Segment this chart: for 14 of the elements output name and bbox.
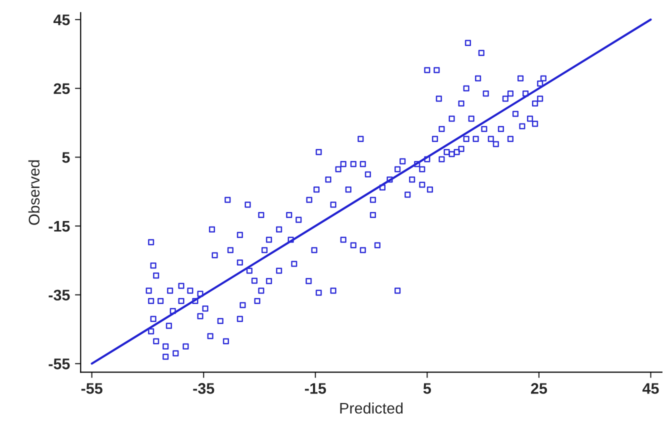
- y-tick-label: 45: [53, 14, 70, 26]
- x-tick-label: -15: [304, 383, 326, 394]
- y-tick-label: -55: [48, 358, 70, 370]
- y-tick-label: -35: [48, 290, 70, 301]
- x-tick-label: -55: [81, 383, 102, 394]
- x-tick-label: 25: [530, 383, 548, 394]
- x-tick-label: 45: [642, 383, 659, 394]
- x-tick-label: 5: [423, 383, 431, 394]
- y-tick-label: 5: [62, 152, 70, 163]
- x-axis-title: Predicted: [340, 402, 403, 414]
- y-tick-label: 25: [54, 83, 70, 94]
- y-axis-title: Observed: [28, 160, 40, 225]
- x-tick-label: -35: [193, 383, 214, 394]
- y-tick-label: -15: [48, 221, 70, 232]
